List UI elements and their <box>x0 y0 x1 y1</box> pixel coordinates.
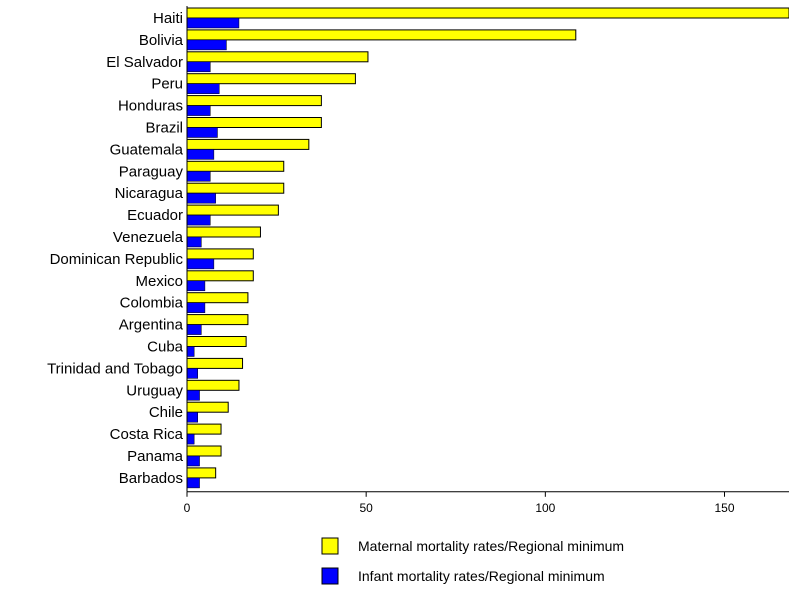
x-tick-label-1: 50 <box>359 501 373 515</box>
category-label-0: Haiti <box>153 10 183 27</box>
bar-infant-4 <box>186 105 211 116</box>
category-label-1: Bolivia <box>139 32 184 49</box>
category-label-5: Brazil <box>145 120 183 137</box>
category-labels: Haiti Bolivia El Salvador Peru Honduras Brazi… <box>47 10 184 487</box>
category-label-15: Cuba <box>147 339 184 356</box>
category-label-20: Panama <box>127 448 184 465</box>
x-tick-label-2: 100 <box>535 501 555 515</box>
legend-label-1: Infant mortality rates/Regional minimum <box>358 568 605 584</box>
category-label-14: Argentina <box>119 317 184 334</box>
bar-infant-18 <box>186 411 198 423</box>
bar-maternal-10 <box>186 226 261 238</box>
bar-infant-9 <box>186 214 211 226</box>
bar-maternal-6 <box>186 138 310 150</box>
category-label-17: Uruguay <box>126 382 183 399</box>
category-label-3: Peru <box>151 76 183 93</box>
bar-infant-12 <box>186 280 206 292</box>
bar-maternal-9 <box>186 204 279 216</box>
bar-infant-16 <box>186 368 198 379</box>
x-tick-label-0: 0 <box>184 501 191 515</box>
bar-infant-6 <box>186 149 215 160</box>
category-label-7: Paraguay <box>119 163 184 180</box>
bars-group <box>186 7 789 489</box>
bar-maternal-17 <box>186 379 240 391</box>
bar-infant-19 <box>186 433 195 445</box>
bar-maternal-14 <box>186 314 249 326</box>
bar-infant-20 <box>186 455 200 467</box>
bar-infant-0 <box>186 17 240 29</box>
category-label-21: Barbados <box>119 470 183 487</box>
bar-maternal-16 <box>186 357 244 369</box>
x-axis: 0 50 100 150 <box>184 491 789 515</box>
bar-infant-15 <box>186 346 195 357</box>
bar-maternal-3 <box>186 73 356 85</box>
category-label-10: Venezuela <box>113 229 184 246</box>
bar-maternal-19 <box>186 423 222 435</box>
bar-infant-10 <box>186 236 202 248</box>
bar-maternal-0 <box>186 7 789 19</box>
legend-swatch-0 <box>321 537 339 555</box>
legend-swatch-1 <box>321 567 339 585</box>
category-label-9: Ecuador <box>127 207 183 224</box>
bar-infant-7 <box>186 171 211 182</box>
bar-maternal-11 <box>186 248 254 260</box>
bar-infant-14 <box>186 324 202 335</box>
legend: Maternal mortality rates/Regional minimu… <box>321 537 624 585</box>
bar-infant-11 <box>186 258 215 270</box>
bar-infant-21 <box>186 477 200 489</box>
bar-maternal-20 <box>186 445 222 457</box>
bar-maternal-4 <box>186 95 322 107</box>
bar-maternal-15 <box>186 336 247 347</box>
bar-infant-5 <box>186 127 218 138</box>
bar-maternal-1 <box>186 29 577 41</box>
category-label-12: Mexico <box>135 273 183 290</box>
category-label-18: Chile <box>149 404 183 421</box>
bar-infant-1 <box>186 39 227 51</box>
category-label-16: Trinidad and Tobago <box>47 360 183 377</box>
category-label-19: Costa Rica <box>110 426 184 443</box>
bar-infant-3 <box>186 83 220 94</box>
category-label-4: Honduras <box>118 98 183 115</box>
bar-maternal-8 <box>186 182 285 194</box>
bar-maternal-2 <box>186 51 369 63</box>
bar-infant-13 <box>186 302 206 313</box>
category-label-6: Guatemala <box>110 141 184 158</box>
category-label-2: El Salvador <box>106 54 183 71</box>
category-label-13: Colombia <box>120 295 184 312</box>
category-label-11: Dominican Republic <box>50 251 184 268</box>
bar-maternal-21 <box>186 467 217 479</box>
category-label-8: Nicaragua <box>115 185 184 202</box>
bar-maternal-12 <box>186 270 254 282</box>
bar-maternal-13 <box>186 292 249 304</box>
bar-maternal-5 <box>186 117 322 128</box>
bar-maternal-18 <box>186 401 229 413</box>
bar-infant-2 <box>186 61 211 73</box>
x-tick-label-3: 150 <box>714 501 734 515</box>
legend-label-0: Maternal mortality rates/Regional minimu… <box>358 538 624 554</box>
bar-infant-17 <box>186 390 200 401</box>
bar-maternal-7 <box>186 160 285 172</box>
bar-infant-8 <box>186 192 216 204</box>
